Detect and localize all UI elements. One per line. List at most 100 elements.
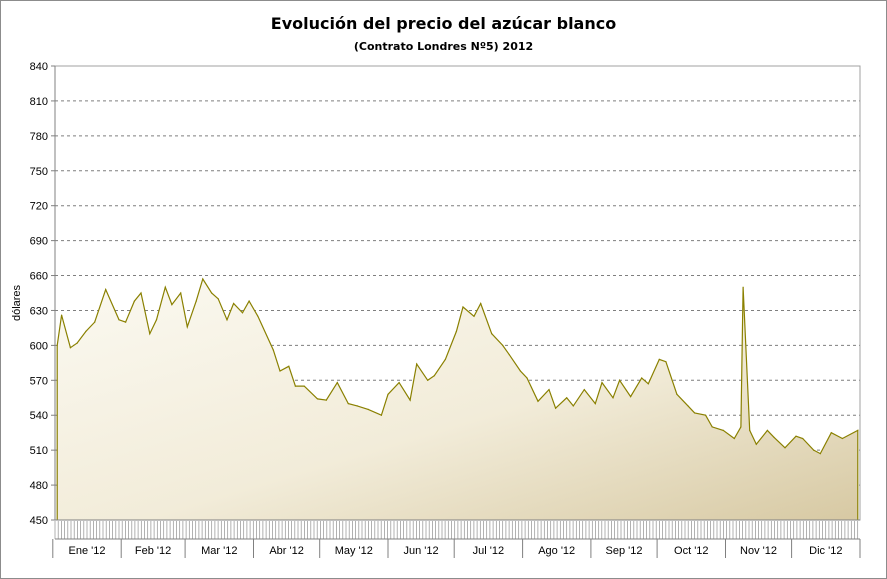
data-point xyxy=(164,286,166,288)
month-label: Dic '12 xyxy=(809,545,842,557)
data-point xyxy=(380,414,382,416)
data-point xyxy=(69,347,71,349)
data-point xyxy=(356,405,358,407)
data-point xyxy=(76,342,78,344)
data-point xyxy=(387,393,389,395)
data-point xyxy=(336,382,338,384)
y-tick-labels: 450 480 510 540 570 600 630 660 690 720 750 780 810 8… xyxy=(30,61,55,527)
y-tick-label: 780 xyxy=(30,131,48,143)
y-tick-label: 600 xyxy=(30,340,48,352)
month-label: May '12 xyxy=(335,545,373,557)
data-point xyxy=(94,321,96,323)
data-point xyxy=(427,379,429,381)
data-point xyxy=(711,426,713,428)
data-point xyxy=(647,383,649,385)
data-point xyxy=(857,429,859,431)
data-point xyxy=(619,379,621,381)
month-label: Oct '12 xyxy=(674,545,709,557)
chart-title: Evolución del precio del azúcar blanco xyxy=(270,14,617,33)
data-point xyxy=(105,288,107,291)
month-label: Abr '12 xyxy=(269,545,304,557)
data-point xyxy=(202,278,204,280)
data-point xyxy=(140,292,142,294)
data-point xyxy=(601,382,603,384)
data-point xyxy=(347,403,349,405)
data-point xyxy=(755,443,757,445)
data-point xyxy=(676,393,678,395)
y-tick-label: 480 xyxy=(30,480,48,492)
data-point xyxy=(526,377,528,379)
month-label: Jul '12 xyxy=(473,545,504,557)
data-point xyxy=(241,312,244,314)
data-point xyxy=(594,403,596,405)
y-tick-label: 510 xyxy=(30,445,48,457)
y-tick-label: 570 xyxy=(30,375,48,387)
data-point xyxy=(705,414,707,416)
data-point xyxy=(155,319,158,321)
axes xyxy=(54,65,861,521)
data-point xyxy=(398,382,400,384)
y-axis-label: dólares xyxy=(11,284,23,321)
y-tick-label: 630 xyxy=(30,305,48,317)
data-point xyxy=(367,408,369,410)
data-point xyxy=(416,363,418,365)
data-point xyxy=(211,292,213,294)
data-point xyxy=(171,304,173,306)
y-tick-label: 720 xyxy=(30,201,48,213)
data-point xyxy=(56,344,58,346)
data-point xyxy=(180,292,182,294)
data-point xyxy=(830,432,832,434)
data-point xyxy=(233,302,235,305)
month-label: Jun '12 xyxy=(404,545,439,557)
data-point xyxy=(766,429,769,431)
data-point xyxy=(658,358,660,360)
data-point xyxy=(491,333,493,335)
data-point xyxy=(85,330,87,332)
data-point xyxy=(502,344,504,346)
data-point xyxy=(257,315,259,317)
data-point xyxy=(226,319,228,321)
data-point xyxy=(462,306,464,308)
y-tick-label: 450 xyxy=(30,515,48,527)
data-point xyxy=(572,405,574,407)
data-point xyxy=(149,333,151,335)
data-point xyxy=(195,300,197,302)
data-point xyxy=(773,436,775,438)
month-label: Sep '12 xyxy=(606,545,643,557)
data-point xyxy=(612,397,614,399)
data-point xyxy=(316,398,319,400)
data-point xyxy=(784,447,786,449)
data-point xyxy=(694,412,696,414)
chart-subtitle: (Contrato Londres Nº5) 2012 xyxy=(353,40,534,53)
y-tick-label: 840 xyxy=(30,61,48,73)
data-point xyxy=(288,365,290,367)
data-point xyxy=(802,437,804,440)
month-label: Ene '12 xyxy=(69,545,106,557)
data-point xyxy=(519,370,522,372)
data-point xyxy=(555,407,557,409)
x-tick-marks xyxy=(54,521,859,539)
data-point xyxy=(248,300,250,302)
month-label: Ago '12 xyxy=(538,545,575,557)
data-point xyxy=(272,349,274,351)
data-point xyxy=(186,326,188,328)
data-point xyxy=(687,405,689,407)
data-point xyxy=(722,429,724,431)
y-tick-label: 660 xyxy=(30,271,48,283)
month-label: Nov '12 xyxy=(740,545,777,557)
data-point xyxy=(473,315,475,317)
data-point xyxy=(583,389,585,391)
data-point xyxy=(61,314,63,316)
data-point xyxy=(409,399,411,401)
data-point xyxy=(742,286,744,288)
data-point xyxy=(740,426,742,428)
data-point xyxy=(294,385,296,387)
month-label: Feb '12 xyxy=(135,545,171,557)
data-point xyxy=(548,389,550,391)
data-point xyxy=(795,435,797,437)
data-point xyxy=(566,397,568,399)
data-point xyxy=(325,399,327,401)
data-point xyxy=(217,298,219,300)
data-point xyxy=(303,385,305,387)
